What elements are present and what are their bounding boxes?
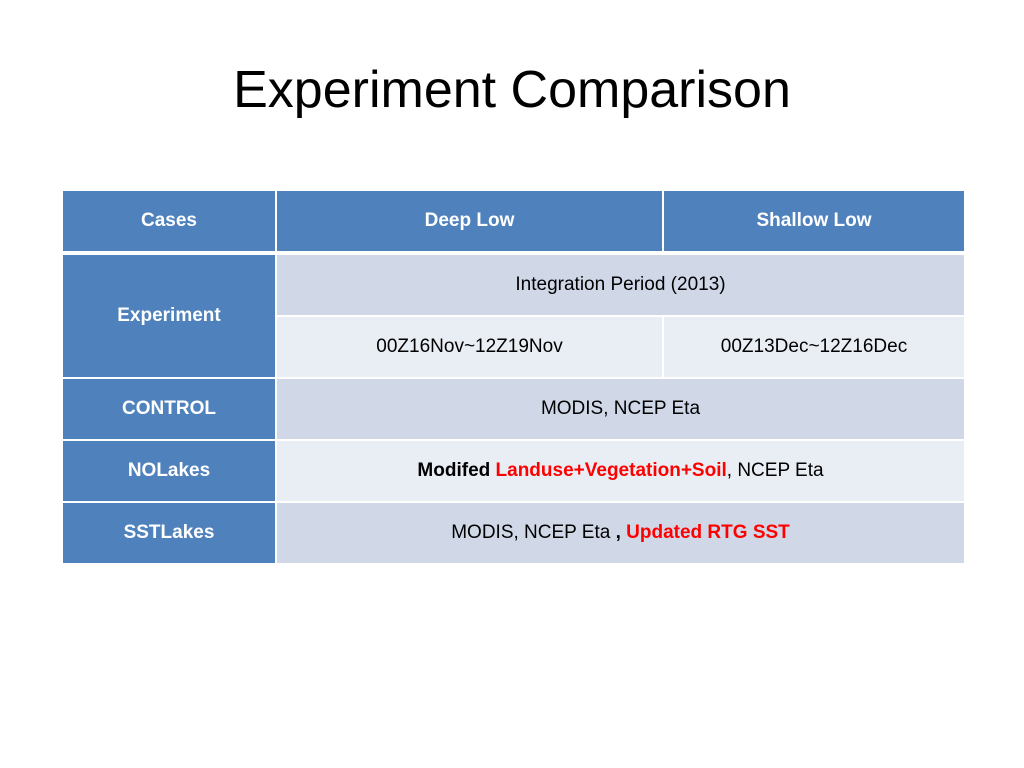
header-cases: Cases — [61, 189, 277, 255]
experiment-table: Cases Deep Low Shallow Low Experiment In… — [61, 189, 966, 565]
table-row-control: CONTROL MODIS, NCEP Eta — [61, 377, 966, 441]
table-header-row: Cases Deep Low Shallow Low — [61, 189, 966, 255]
header-deep-low: Deep Low — [275, 189, 664, 255]
sstlakes-rtg-text: Updated RTG SST — [626, 522, 790, 543]
nolakes-value: Modifed Landuse+Vegetation+Soil, NCEP Et… — [275, 439, 966, 503]
slide-title: Experiment Comparison — [233, 61, 791, 119]
table-row-sstlakes: SSTLakes MODIS, NCEP Eta , Updated RTG S… — [61, 501, 966, 565]
nolakes-landuse-text: Landuse+Vegetation+Soil — [495, 460, 727, 481]
deep-low-period: 00Z16Nov~12Z19Nov — [275, 315, 664, 379]
header-shallow-low: Shallow Low — [662, 189, 966, 255]
table-row-periods: 00Z16Nov~12Z19Nov 00Z13Dec~12Z16Dec — [62, 315, 966, 379]
experiment-label: Experiment — [61, 252, 277, 379]
integration-period: Integration Period (2013) — [275, 252, 966, 317]
sstlakes-label: SSTLakes — [61, 501, 277, 565]
shallow-low-period: 00Z13Dec~12Z16Dec — [662, 315, 966, 379]
table-row-nolakes: NOLakes Modifed Landuse+Vegetation+Soil,… — [61, 439, 966, 503]
table-row-experiment: Experiment Integration Period (2013) — [61, 252, 966, 379]
nolakes-eta-text: , NCEP Eta — [726, 460, 824, 481]
sstlakes-comma: , — [615, 522, 621, 543]
sstlakes-modis-text: MODIS, NCEP Eta — [451, 522, 611, 543]
control-label: CONTROL — [61, 377, 277, 441]
nolakes-label: NOLakes — [61, 439, 277, 503]
sstlakes-value: MODIS, NCEP Eta , Updated RTG SST — [275, 501, 966, 565]
nolakes-modified-text: Modifed — [417, 460, 491, 481]
control-value: MODIS, NCEP Eta — [275, 377, 966, 441]
